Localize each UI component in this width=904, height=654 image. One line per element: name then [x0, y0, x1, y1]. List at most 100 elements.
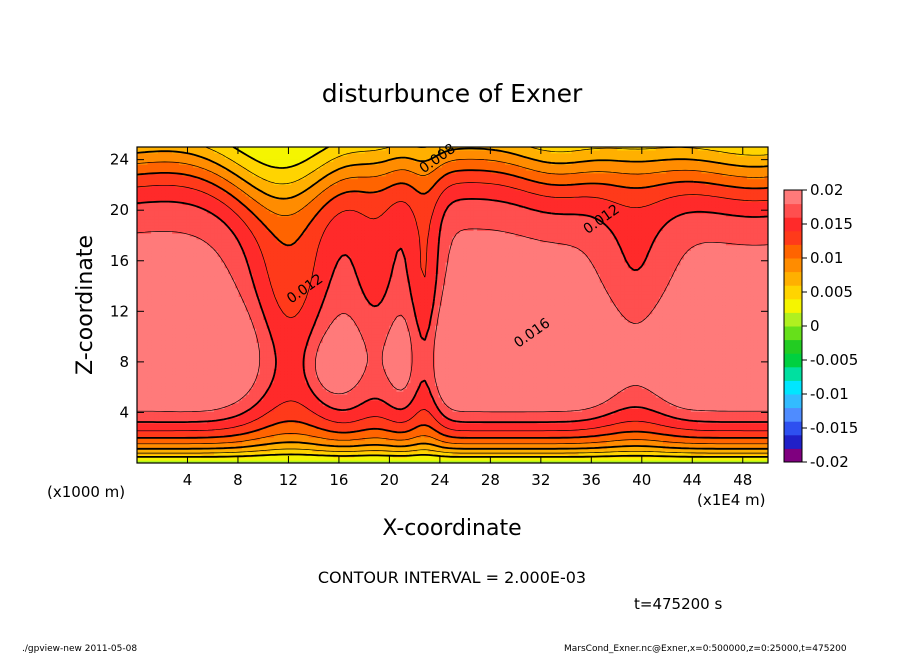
field-cell [193, 448, 198, 453]
field-cell [242, 215, 247, 220]
field-cell [189, 299, 194, 303]
field-cell [200, 368, 205, 372]
field-cell [168, 169, 173, 174]
field-cell [193, 402, 198, 407]
field-cell [210, 190, 215, 194]
field-cell [144, 391, 149, 395]
field-cell [235, 293, 240, 297]
field-cell [172, 210, 177, 214]
field-cell [224, 181, 229, 185]
field-cell [179, 310, 184, 315]
field-cell [189, 155, 194, 160]
field-cell [158, 279, 163, 283]
field-cell [207, 330, 212, 335]
field-cell [196, 218, 201, 223]
field-cell [168, 325, 173, 329]
field-cell [186, 279, 191, 283]
field-cell [140, 342, 145, 346]
field-cell [147, 175, 152, 180]
field-cell [179, 348, 184, 352]
field-cell [245, 379, 250, 384]
field-cell [186, 408, 191, 412]
field-cell [161, 247, 166, 252]
field-cell [182, 184, 187, 188]
field-cell [137, 350, 142, 355]
field-cell [207, 434, 212, 438]
field-cell [144, 330, 149, 335]
field-cell [144, 253, 149, 257]
field-cell [235, 339, 240, 343]
field-cell [151, 356, 156, 361]
field-cell [231, 290, 236, 295]
field-cell [189, 411, 194, 415]
field-cell [179, 302, 184, 306]
field-cell [175, 411, 180, 415]
field-cell [147, 440, 152, 444]
field-cell [172, 342, 177, 346]
field-cell [137, 330, 142, 335]
field-cell [214, 213, 219, 217]
field-cell [221, 391, 226, 395]
field-cell [196, 339, 201, 343]
field-cell [221, 365, 226, 369]
field-cell [210, 379, 215, 384]
field-cell [144, 238, 149, 243]
field-cell [207, 305, 212, 309]
field-cell [196, 368, 201, 372]
field-cell [147, 244, 152, 249]
field-cell [147, 408, 152, 412]
field-cell [231, 264, 236, 269]
field-cell [200, 448, 205, 453]
field-cell [214, 408, 219, 412]
field-cell [158, 431, 163, 435]
field-cell [144, 431, 149, 435]
field-cell [210, 152, 215, 157]
field-cell [200, 379, 205, 384]
field-cell [224, 227, 229, 231]
field-cell [175, 213, 180, 217]
field-cell [144, 307, 149, 312]
field-cell [193, 440, 198, 444]
field-cell [158, 437, 163, 441]
field-cell [179, 256, 184, 260]
field-cell [203, 356, 208, 361]
field-cell [186, 414, 191, 418]
field-cell [189, 434, 194, 438]
field-cell [140, 147, 145, 151]
field-cell [228, 437, 233, 441]
field-cell [224, 149, 229, 154]
field-cell [207, 371, 212, 375]
field-cell [224, 425, 229, 430]
field-cell [151, 218, 156, 223]
field-cell [242, 405, 247, 410]
field-cell [189, 270, 194, 274]
field-cell [242, 224, 247, 229]
field-cell [137, 261, 142, 266]
field-cell [224, 261, 229, 266]
field-cell [235, 382, 240, 387]
field-cell [193, 345, 198, 349]
field-cell [214, 448, 219, 453]
field-cell [154, 273, 159, 277]
field-cell [207, 164, 212, 168]
field-cell [196, 233, 201, 237]
field-cell [189, 405, 194, 410]
field-cell [235, 167, 240, 171]
field-cell [147, 448, 152, 453]
field-cell [217, 330, 222, 335]
field-cell [221, 230, 226, 234]
field-cell [158, 221, 163, 226]
field-cell [168, 198, 173, 203]
field-cell [172, 445, 177, 450]
field-cell [165, 373, 170, 378]
field-cell [203, 396, 208, 401]
field-cell [140, 396, 145, 401]
field-cell [182, 178, 187, 183]
field-cell [200, 350, 205, 355]
field-cell [231, 371, 236, 375]
field-cell [238, 284, 243, 289]
field-cell [217, 425, 222, 430]
field-cell [196, 394, 201, 398]
field-cell [235, 313, 240, 318]
field-cell [228, 290, 233, 295]
